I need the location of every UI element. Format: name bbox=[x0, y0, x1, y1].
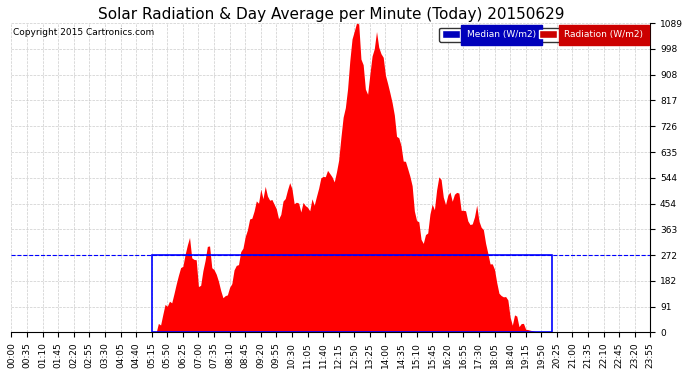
Text: Copyright 2015 Cartronics.com: Copyright 2015 Cartronics.com bbox=[12, 28, 154, 37]
Legend: Median (W/m2), Radiation (W/m2): Median (W/m2), Radiation (W/m2) bbox=[439, 28, 646, 42]
Title: Solar Radiation & Day Average per Minute (Today) 20150629: Solar Radiation & Day Average per Minute… bbox=[98, 7, 564, 22]
Bar bbox=[152, 255, 553, 333]
